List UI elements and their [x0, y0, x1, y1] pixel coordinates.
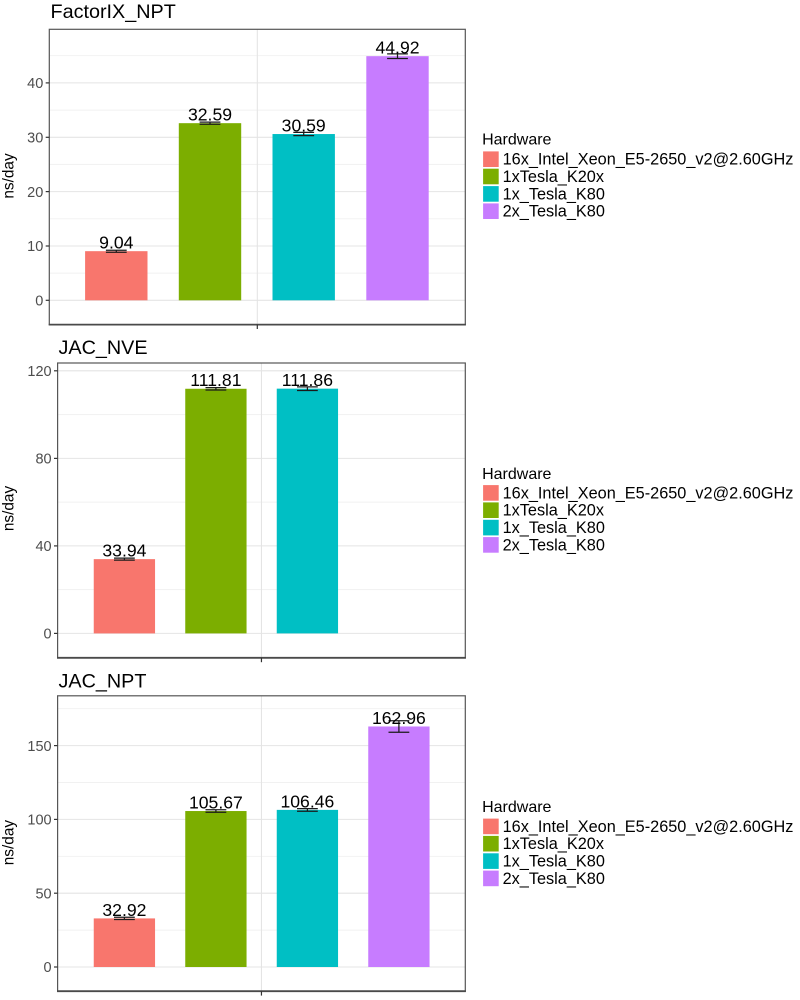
- svg-text:1xTesla_K20x: 1xTesla_K20x: [503, 168, 604, 186]
- svg-text:0: 0: [44, 960, 52, 976]
- svg-text:1x_Tesla_K80: 1x_Tesla_K80: [503, 519, 605, 537]
- svg-text:16x_Intel_Xeon_E5-2650_v2@2.60: 16x_Intel_Xeon_E5-2650_v2@2.60GHz: [503, 818, 794, 836]
- svg-text:9.04: 9.04: [99, 233, 133, 253]
- svg-text:JAC_NPT: JAC_NPT: [59, 671, 147, 693]
- svg-text:ns/day: ns/day: [1, 486, 18, 532]
- svg-text:1x_Tesla_K80: 1x_Tesla_K80: [503, 853, 605, 871]
- svg-text:40: 40: [35, 539, 51, 555]
- svg-text:20: 20: [27, 185, 43, 201]
- svg-text:16x_Intel_Xeon_E5-2650_v2@2.60: 16x_Intel_Xeon_E5-2650_v2@2.60GHz: [503, 484, 794, 502]
- svg-text:80: 80: [35, 452, 51, 468]
- svg-text:FactorIX_NPT: FactorIX_NPT: [51, 1, 176, 23]
- svg-text:111.86: 111.86: [282, 370, 333, 390]
- svg-text:120: 120: [27, 364, 51, 380]
- svg-text:Hardware: Hardware: [482, 466, 551, 483]
- svg-text:ns/day: ns/day: [1, 820, 18, 866]
- svg-text:2x_Tesla_K80: 2x_Tesla_K80: [503, 203, 605, 221]
- svg-text:10: 10: [27, 239, 43, 255]
- svg-text:105.67: 105.67: [189, 792, 243, 812]
- svg-text:ns/day: ns/day: [1, 153, 18, 199]
- svg-text:106.46: 106.46: [280, 791, 334, 811]
- svg-text:1xTesla_K20x: 1xTesla_K20x: [503, 835, 604, 853]
- svg-text:30: 30: [27, 131, 43, 147]
- svg-text:111.81: 111.81: [190, 370, 241, 390]
- svg-text:150: 150: [27, 739, 51, 755]
- svg-text:32.92: 32.92: [102, 900, 146, 920]
- svg-text:40: 40: [27, 76, 43, 92]
- svg-text:2x_Tesla_K80: 2x_Tesla_K80: [503, 870, 605, 888]
- svg-text:100: 100: [27, 813, 51, 829]
- svg-text:44.92: 44.92: [375, 38, 419, 58]
- svg-text:32.59: 32.59: [188, 105, 232, 125]
- svg-text:Hardware: Hardware: [482, 799, 551, 816]
- svg-text:1xTesla_K20x: 1xTesla_K20x: [503, 502, 604, 520]
- svg-text:JAC_NVE: JAC_NVE: [59, 337, 148, 359]
- svg-text:Hardware: Hardware: [482, 131, 551, 148]
- svg-text:30.59: 30.59: [282, 115, 326, 135]
- svg-text:162.96: 162.96: [372, 708, 426, 728]
- svg-text:0: 0: [44, 627, 52, 643]
- svg-text:2x_Tesla_K80: 2x_Tesla_K80: [503, 536, 605, 554]
- svg-text:1x_Tesla_K80: 1x_Tesla_K80: [503, 185, 605, 203]
- svg-text:50: 50: [35, 886, 51, 902]
- svg-text:33.94: 33.94: [102, 541, 146, 561]
- svg-text:16x_Intel_Xeon_E5-2650_v2@2.60: 16x_Intel_Xeon_E5-2650_v2@2.60GHz: [503, 151, 794, 169]
- svg-text:0: 0: [35, 294, 43, 310]
